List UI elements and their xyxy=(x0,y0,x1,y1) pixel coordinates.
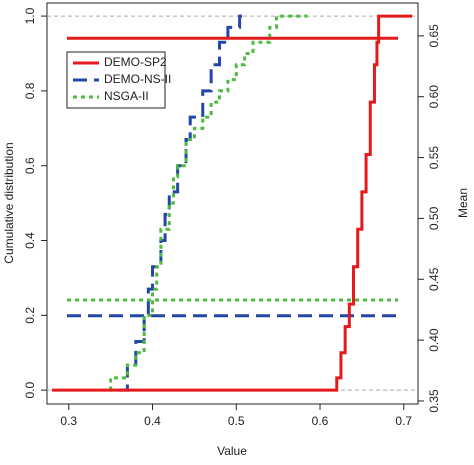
y-tick-label: 0.4 xyxy=(23,232,37,249)
y-tick-label: 0.8 xyxy=(23,82,37,99)
y-tick-label: 1.0 xyxy=(23,7,37,24)
y-tick-label: 0.0 xyxy=(23,381,37,398)
legend-label: DEMO-NS-II xyxy=(104,72,171,86)
x-axis-label: Value xyxy=(217,444,247,458)
y2-tick-label: 0.65 xyxy=(427,24,441,48)
x-tick-label: 0.6 xyxy=(312,414,329,428)
y2-tick-label: 0.60 xyxy=(427,85,441,109)
ecdf-line xyxy=(52,14,413,392)
y-tick-label: 0.2 xyxy=(23,307,37,324)
ecdf-line xyxy=(119,14,245,392)
legend-label: NSGA-II xyxy=(104,89,149,103)
y2-tick-label: 0.50 xyxy=(427,206,441,230)
x-tick-label: 0.4 xyxy=(144,414,161,428)
y2-tick-label: 0.45 xyxy=(427,267,441,291)
plot-frame xyxy=(46,2,419,405)
ecdf-line xyxy=(102,14,308,392)
y-tick-label: 0.6 xyxy=(23,157,37,174)
y2-tick-label: 0.35 xyxy=(427,389,441,413)
y2-tick-label: 0.55 xyxy=(427,146,441,170)
x-tick-label: 0.3 xyxy=(60,414,77,428)
y2-tick-label: 0.40 xyxy=(427,328,441,352)
x-tick-label: 0.5 xyxy=(228,414,245,428)
y-axis-label: Cumulative distribution xyxy=(2,142,16,263)
x-tick-label: 0.7 xyxy=(395,414,412,428)
y2-axis-label: Mean xyxy=(456,188,470,218)
legend-label: DEMO-SP2 xyxy=(104,55,167,69)
